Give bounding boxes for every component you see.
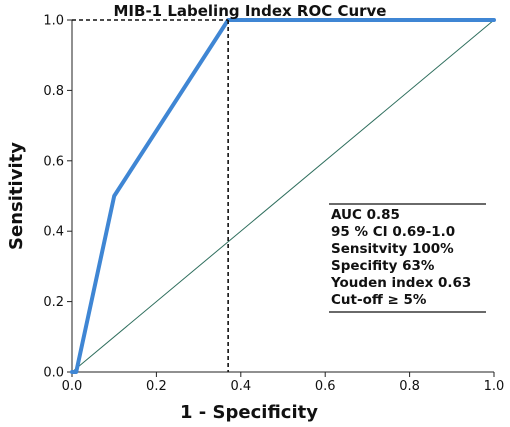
y-tick-label: 0.6 — [43, 154, 64, 169]
x-tick-label: 0.4 — [230, 379, 251, 394]
x-tick-label: 0.6 — [315, 379, 336, 394]
stat-sensitivity: Sensitvity 100% — [331, 241, 454, 257]
y-tick-label: 0.0 — [43, 366, 64, 381]
y-tick-label: 1.0 — [43, 14, 64, 29]
y-axis-title: Sensitivity — [6, 142, 27, 250]
y-tick-label: 0.4 — [43, 225, 64, 240]
roc-curve-line — [70, 18, 496, 374]
stats-box: AUC 0.85 95 % CI 0.69-1.0 Sensitvity 100… — [329, 203, 486, 313]
stat-youden: Youden index 0.63 — [330, 275, 471, 291]
x-axis-title: 1 - Specificity — [180, 402, 318, 423]
y-tick-label: 0.2 — [43, 295, 64, 310]
chart-title: MIB-1 Labeling Index ROC Curve — [114, 2, 387, 20]
ticks: 0.0 0.2 0.4 0.6 0.8 1.0 0.0 0.2 0.4 0.6 0.8 1.0 — [43, 14, 504, 395]
y-tick-label: 0.8 — [43, 84, 64, 99]
x-tick-label: 1.0 — [484, 379, 505, 394]
stat-auc: AUC 0.85 — [331, 207, 400, 223]
plot-frame — [71, 20, 494, 373]
stat-cutoff: Cut-off ≥ 5% — [331, 292, 427, 308]
stat-ci: 95 % CI 0.69-1.0 — [331, 224, 455, 240]
stat-specificity: Specifity 63% — [331, 258, 435, 274]
x-tick-label: 0.8 — [399, 379, 420, 394]
series-layer — [70, 18, 496, 374]
x-tick-label: 0.2 — [146, 379, 167, 394]
x-tick-label: 0.0 — [62, 379, 83, 394]
cutoff-marker — [72, 19, 229, 372]
reference-diagonal-line — [71, 19, 495, 373]
